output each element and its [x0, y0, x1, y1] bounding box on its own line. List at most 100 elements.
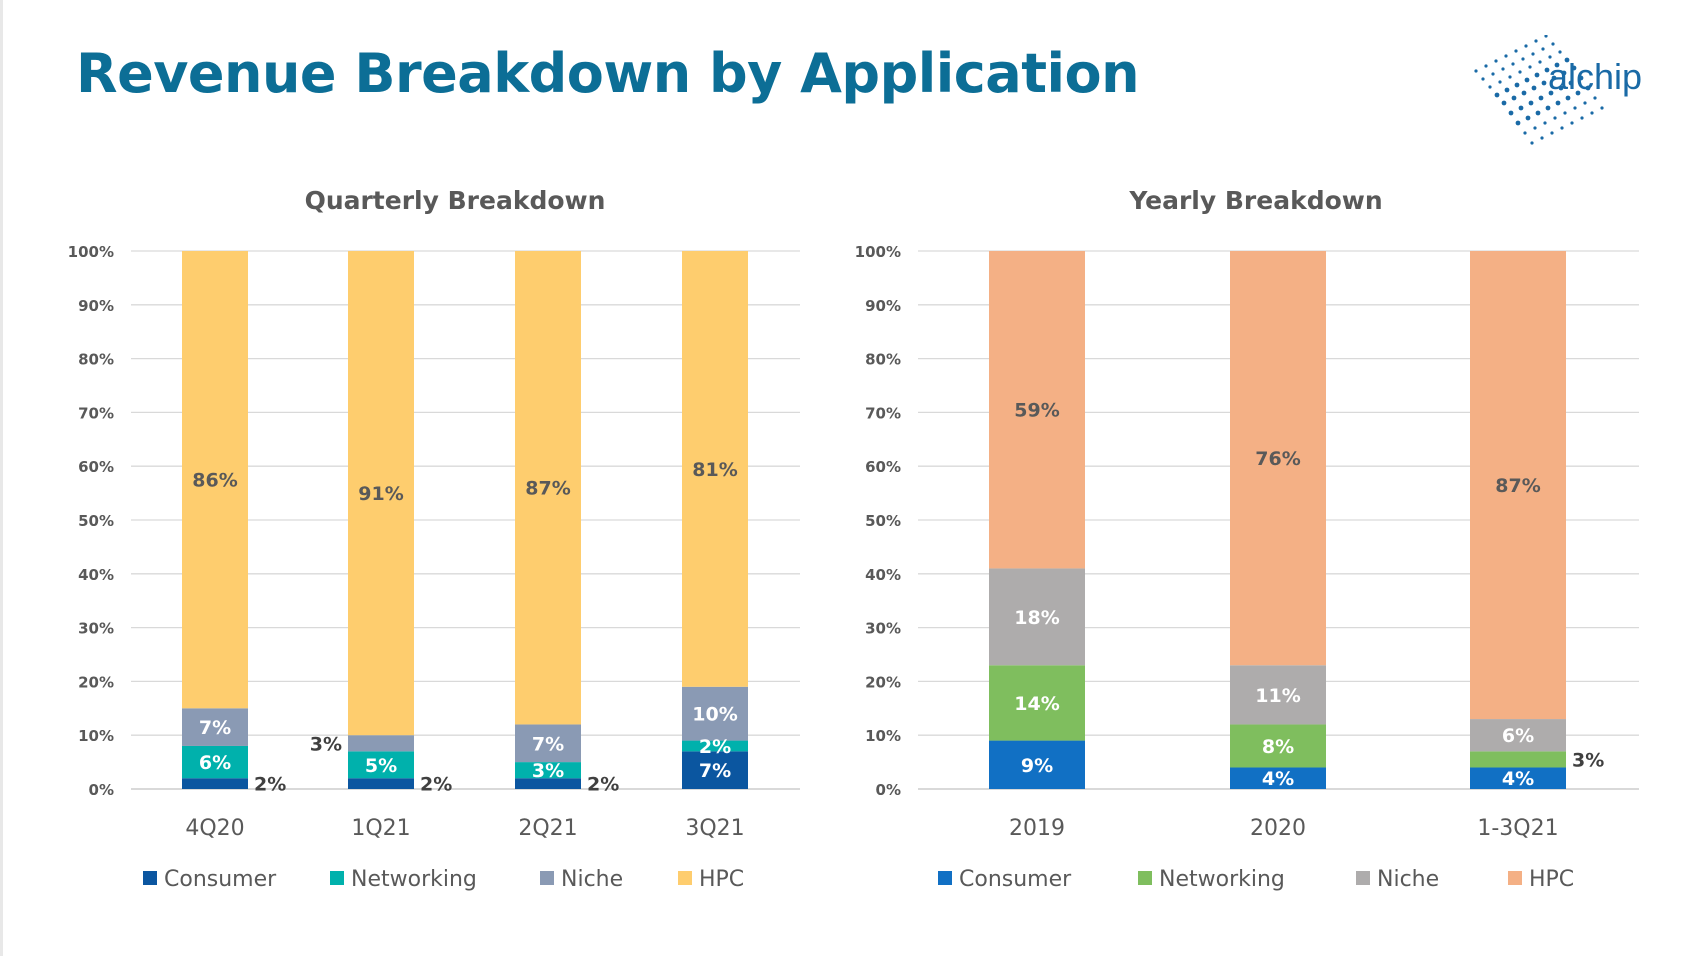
logo-dot	[1538, 60, 1542, 64]
y-tick-label: 60%	[865, 458, 901, 476]
logo-dot	[1583, 101, 1587, 105]
y-tick-label: 80%	[78, 351, 114, 369]
logo-dot	[1474, 69, 1478, 73]
bar-segment-niche	[348, 735, 414, 752]
legend-label: Networking	[1159, 867, 1285, 892]
logo-dot	[1535, 110, 1541, 116]
bar-segment-hpc	[989, 251, 1085, 569]
y-tick-label: 50%	[865, 512, 901, 530]
bar-segment-consumer	[682, 751, 748, 789]
logo-dot	[1501, 67, 1505, 71]
logo-dot	[1521, 90, 1527, 96]
chart-title: Yearly Breakdown	[1128, 186, 1382, 215]
data-label: 91%	[358, 483, 403, 505]
data-label: 2%	[254, 774, 286, 796]
logo-dot	[1518, 105, 1524, 111]
logo-dot	[1548, 55, 1552, 59]
data-label: 4%	[1262, 768, 1294, 790]
bar-segment-hpc	[348, 251, 414, 736]
y-tick-label: 40%	[865, 566, 901, 584]
logo-dot	[1553, 116, 1557, 120]
logo-dot	[1538, 95, 1544, 101]
bar-segment-niche	[989, 568, 1085, 666]
logo-dot	[1544, 35, 1548, 38]
bar-segment-hpc	[515, 251, 581, 725]
page-title: Revenue Breakdown by Application	[76, 42, 1140, 105]
x-tick-label: 2020	[1250, 816, 1306, 841]
y-tick-label: 90%	[78, 297, 114, 315]
logo-dot	[1590, 111, 1594, 115]
bar-segment-hpc	[682, 251, 748, 687]
legend-label: HPC	[699, 867, 744, 892]
bar-segment-networking	[182, 745, 248, 779]
bar-segment-consumer	[182, 778, 248, 789]
y-tick-label: 70%	[865, 404, 901, 422]
bar-segment-niche	[1230, 665, 1326, 725]
y-tick-label: 90%	[865, 297, 901, 315]
logo-dot	[1551, 75, 1557, 81]
logo-dot	[1511, 95, 1517, 101]
bar-segment-niche	[682, 686, 748, 741]
logo-dot	[1498, 80, 1502, 84]
y-tick-label: 60%	[78, 458, 114, 476]
logo-dot	[1514, 82, 1520, 88]
bar-segment-hpc	[1230, 251, 1326, 666]
logo-dot	[1593, 96, 1597, 100]
logo-dot	[1570, 121, 1574, 125]
bar-segment-niche	[182, 708, 248, 746]
logo-dot	[1551, 42, 1555, 46]
bar-segment-networking	[1230, 724, 1326, 768]
logo-dot	[1555, 100, 1561, 106]
x-tick-label: 1-3Q21	[1477, 816, 1558, 841]
y-tick-label: 20%	[78, 673, 114, 691]
data-label: 76%	[1255, 448, 1300, 470]
data-label: 7%	[532, 733, 564, 755]
logo-dot	[1521, 57, 1525, 61]
y-tick-label: 20%	[865, 673, 901, 691]
data-label: 5%	[365, 755, 397, 777]
logo-dot	[1504, 87, 1510, 93]
logo-dot	[1540, 136, 1544, 140]
y-tick-label: 50%	[78, 512, 114, 530]
x-tick-label: 2019	[1009, 816, 1065, 841]
y-tick-label: 10%	[865, 727, 901, 745]
bar-segment-networking	[1470, 751, 1566, 768]
slide-edge	[0, 0, 3, 956]
legend-swatch-hpc	[1508, 871, 1522, 885]
y-tick-label: 70%	[78, 404, 114, 422]
legend-label: Consumer	[164, 867, 277, 892]
logo-dot	[1504, 54, 1508, 58]
logo-dot	[1533, 126, 1537, 130]
logo-dot	[1494, 92, 1500, 98]
logo-dot	[1563, 111, 1567, 115]
data-label: 2%	[699, 736, 731, 758]
logo-dot	[1525, 115, 1531, 121]
logo-dot	[1531, 52, 1535, 56]
data-label: 3%	[310, 733, 342, 755]
data-label: 6%	[199, 752, 231, 774]
y-tick-label: 80%	[865, 351, 901, 369]
data-label: 3%	[1572, 749, 1604, 771]
x-tick-label: 1Q21	[351, 816, 410, 841]
data-label: 4%	[1502, 768, 1534, 790]
data-label: 2%	[420, 774, 452, 796]
logo-dot	[1523, 131, 1527, 135]
data-label: 11%	[1255, 685, 1300, 707]
legend-swatch-niche	[540, 871, 554, 885]
data-label: 10%	[692, 704, 737, 726]
logo-dot	[1564, 57, 1570, 63]
data-label: 2%	[587, 774, 619, 796]
data-label: 14%	[1014, 693, 1059, 715]
logo-dot	[1530, 141, 1534, 145]
bar-segment-niche	[1470, 719, 1566, 752]
logo-dot	[1494, 59, 1498, 63]
logo-dot	[1571, 65, 1577, 71]
logo-dot	[1541, 80, 1547, 86]
logo-dot	[1508, 110, 1514, 116]
logo-dot	[1508, 75, 1512, 79]
logo-dot	[1550, 131, 1554, 135]
logo-dot	[1534, 39, 1538, 43]
logo-dot	[1515, 120, 1521, 126]
data-label: 87%	[525, 478, 570, 500]
